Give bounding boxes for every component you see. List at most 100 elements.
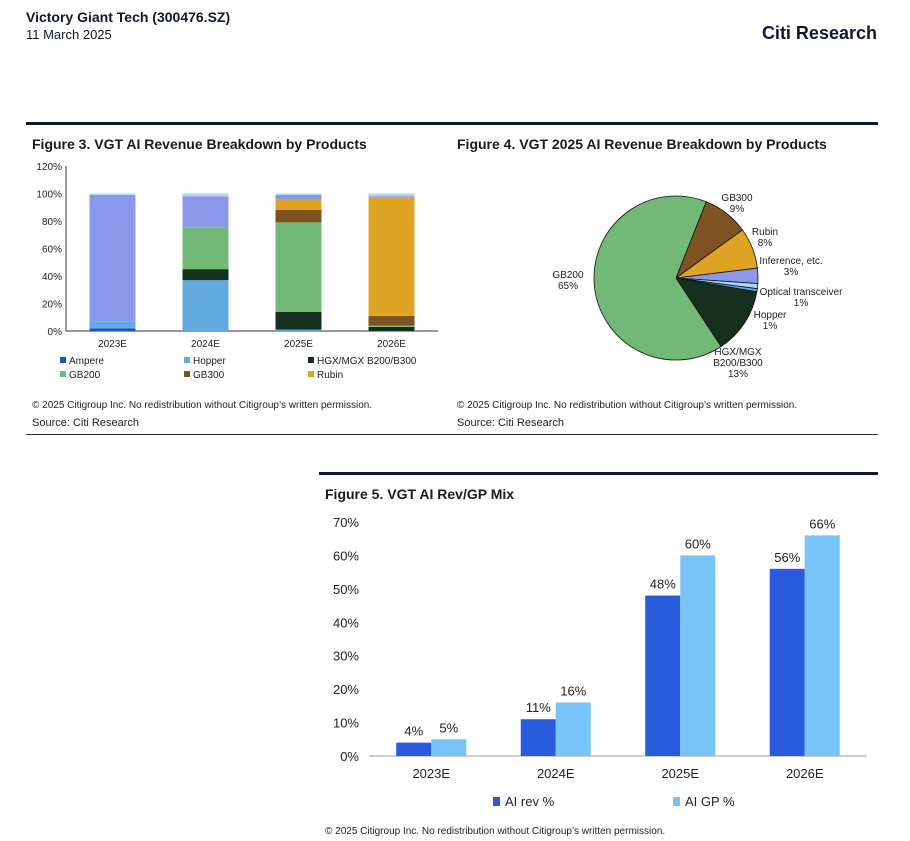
legend-swatch xyxy=(184,371,190,377)
top-rule xyxy=(26,122,878,125)
data-label: 66% xyxy=(809,516,835,531)
bar xyxy=(555,702,591,756)
bar-segment xyxy=(182,280,229,331)
data-label: 5% xyxy=(439,720,458,735)
fig5-rule xyxy=(319,472,878,475)
legend-swatch xyxy=(308,357,314,363)
legend-swatch xyxy=(60,357,66,363)
legend-label: Hopper xyxy=(193,356,226,367)
y-tick-label: 50% xyxy=(333,582,359,597)
slice-label: 1% xyxy=(794,298,809,309)
slice-label: Hopper xyxy=(754,310,787,321)
legend-label: GB200 xyxy=(69,370,101,381)
fig3-copyright: © 2025 Citigroup Inc. No redistribution … xyxy=(32,400,373,411)
legend-swatch xyxy=(308,371,314,377)
bar-segment xyxy=(368,193,415,197)
fig5-title: Figure 5. VGT AI Rev/GP Mix xyxy=(325,486,515,502)
pie-slice xyxy=(675,277,758,348)
bar-segment xyxy=(182,193,229,197)
bar-segment xyxy=(275,329,322,331)
legend-swatch xyxy=(673,797,680,806)
slice-label: 8% xyxy=(758,238,773,249)
bar xyxy=(396,742,432,756)
bar-segment xyxy=(89,328,136,331)
bar xyxy=(431,739,467,756)
y-tick-label: 20% xyxy=(42,300,62,311)
y-tick-label: 60% xyxy=(333,548,359,563)
bar-segment xyxy=(275,210,322,223)
y-tick-label: 10% xyxy=(333,716,359,731)
y-tick-label: 60% xyxy=(42,245,62,256)
bar-segment xyxy=(368,326,415,331)
brand-logo: Citi Research xyxy=(761,23,877,43)
legend-label: Ampere xyxy=(69,356,104,367)
legend-label: HGX/MGX B200/B300 xyxy=(317,356,417,367)
bar-segment xyxy=(182,227,229,270)
x-tick-label: 2023E xyxy=(98,339,127,350)
legend-label: AI rev % xyxy=(505,794,555,809)
y-tick-label: 80% xyxy=(42,217,62,228)
data-label: 60% xyxy=(685,536,711,551)
fig4-title: Figure 4. VGT 2025 AI Revenue Breakdown … xyxy=(457,136,827,152)
y-tick-label: 30% xyxy=(333,649,359,664)
data-label: 4% xyxy=(404,724,423,739)
slice-label: GB300 xyxy=(721,193,753,204)
fig3-title: Figure 3. VGT AI Revenue Breakdown by Pr… xyxy=(32,136,367,152)
bar-segment xyxy=(368,196,415,198)
x-tick-label: 2026E xyxy=(377,339,406,350)
bar-segment xyxy=(368,315,415,326)
bar xyxy=(769,568,805,756)
bar-segment xyxy=(275,311,322,330)
bar xyxy=(680,555,716,756)
legend-label: AI GP % xyxy=(685,794,735,809)
slice-label: Inference, etc. xyxy=(759,256,822,267)
slice-label: 3% xyxy=(784,267,799,278)
x-tick-label: 2025E xyxy=(661,766,699,781)
legend-swatch xyxy=(184,357,190,363)
report-title: Victory Giant Tech (300476.SZ) xyxy=(26,9,231,25)
report-date: 11 March 2025 xyxy=(26,27,112,42)
fig3-chart: 0% 20% 40% 60% 80% 100% 120% 2023E 2024E 2025E 202… xyxy=(36,162,438,381)
bar-segment xyxy=(275,193,322,195)
y-tick-label: 40% xyxy=(42,272,62,283)
fig5-chart: 0% 10% 20% 30% 40% 50% 60% 70% 4% 5% 2023E 11% 16% 20… xyxy=(333,515,867,809)
bar xyxy=(645,595,681,756)
legend-swatch xyxy=(60,371,66,377)
bar-segment xyxy=(275,222,322,312)
data-label: 11% xyxy=(526,700,551,715)
slice-label: 13% xyxy=(728,369,748,380)
slice-label: GB200 xyxy=(552,270,584,281)
bar-segment xyxy=(368,197,415,316)
x-tick-label: 2024E xyxy=(191,339,220,350)
slice-label: Optical transceiver xyxy=(760,287,843,298)
y-tick-label: 70% xyxy=(333,515,359,530)
y-tick-label: 20% xyxy=(333,682,359,697)
y-tick-label: 100% xyxy=(36,190,62,201)
slice-label: 9% xyxy=(730,204,745,215)
y-tick-label: 0% xyxy=(340,749,359,764)
legend-label: Rubin xyxy=(317,370,343,381)
x-tick-label: 2025E xyxy=(284,339,313,350)
fig4-source: Source: Citi Research xyxy=(457,417,564,429)
data-label: 48% xyxy=(650,577,676,592)
y-tick-label: 120% xyxy=(36,162,62,173)
slice-label: 1% xyxy=(763,321,778,332)
bar-segment xyxy=(89,321,136,329)
legend-label: GB300 xyxy=(193,370,225,381)
legend-swatch xyxy=(493,797,500,806)
fig5-copyright: © 2025 Citigroup Inc. No redistribution … xyxy=(325,826,666,837)
bar-segment xyxy=(275,199,322,210)
y-tick-label: 40% xyxy=(333,615,359,630)
y-tick-label: 0% xyxy=(48,327,63,338)
slice-label: HGX/MGX xyxy=(714,347,762,358)
bar xyxy=(520,719,556,756)
bar-segment xyxy=(275,194,322,199)
divider xyxy=(26,434,878,435)
bar-segment xyxy=(89,194,136,322)
fig3-source: Source: Citi Research xyxy=(32,417,139,429)
pie-slice xyxy=(593,195,722,361)
bar-segment xyxy=(182,196,229,228)
x-tick-label: 2024E xyxy=(537,766,575,781)
x-tick-label: 2026E xyxy=(786,766,824,781)
